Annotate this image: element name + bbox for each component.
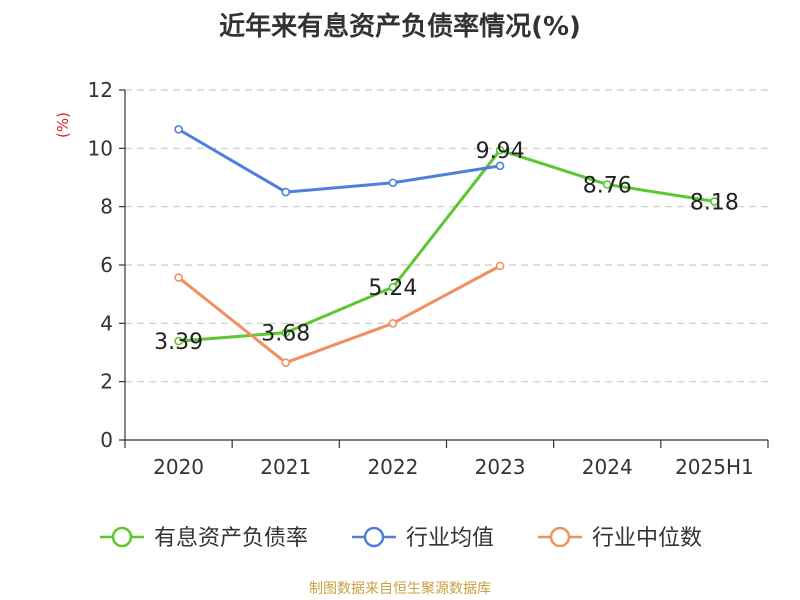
- x-tick-label: 2022: [367, 455, 418, 479]
- data-point: [602, 180, 612, 189]
- y-tick-label: 2: [100, 370, 113, 394]
- legend-label: 有息资产负债率: [154, 526, 308, 551]
- legend-marker: [111, 526, 133, 548]
- data-point: [710, 197, 719, 206]
- source-note: 制图数据来自恒生聚源数据库: [309, 581, 491, 597]
- series-line: [178, 148, 715, 343]
- data-point: [388, 178, 398, 188]
- data-point: [495, 145, 505, 155]
- y-tick-label: 4: [100, 311, 113, 335]
- y-tick-label: 10: [88, 136, 113, 160]
- series-line: [177, 128, 501, 194]
- data-label: 8.76: [583, 174, 632, 199]
- x-tick-label: 2020: [153, 455, 204, 479]
- data-point: [281, 328, 291, 337]
- data-point: [281, 187, 291, 197]
- series-line: [177, 264, 501, 365]
- legend-label: 行业均值: [406, 526, 494, 551]
- data-point: [174, 336, 183, 346]
- data-label: 9.94: [476, 139, 525, 164]
- y-axis-label: (%): [54, 112, 72, 138]
- legend-marker: [363, 526, 385, 548]
- y-tick-label: 6: [100, 253, 113, 277]
- y-tick-label: 0: [100, 428, 113, 452]
- data-labels: 3.39 3.68 5.24 9.94 8.76 8.18: [154, 139, 739, 355]
- series-lines: [174, 125, 719, 368]
- x-tick-label: 2024: [582, 455, 633, 479]
- legend: 有息资产负债率 行业均值 行业中位数: [100, 526, 702, 551]
- legend-marker: [549, 526, 571, 548]
- axes: 0 2 4 6 8 10 12 (%) 2020 2021 2022 2023 2024 2025H1: [54, 78, 769, 479]
- chart-title: 近年来有息资产负债率情况(%): [219, 12, 581, 42]
- data-point: [174, 273, 183, 282]
- y-tick-label: 8: [100, 195, 113, 219]
- x-tick-label: 2023: [475, 455, 526, 479]
- data-point: [388, 319, 398, 328]
- data-label: 5.24: [368, 276, 417, 301]
- y-tick-label: 12: [88, 78, 113, 102]
- data-point: [281, 358, 291, 368]
- legend-label: 行业中位数: [592, 526, 702, 551]
- data-point: [388, 282, 398, 292]
- data-point: [174, 125, 183, 134]
- x-tick-label: 2025H1: [675, 455, 754, 479]
- x-tick-label: 2021: [260, 455, 311, 479]
- data-label: 3.39: [154, 330, 203, 355]
- data-label: 3.68: [261, 322, 310, 347]
- data-point: [495, 161, 505, 171]
- data-point: [495, 261, 505, 271]
- data-label: 8.18: [690, 190, 739, 215]
